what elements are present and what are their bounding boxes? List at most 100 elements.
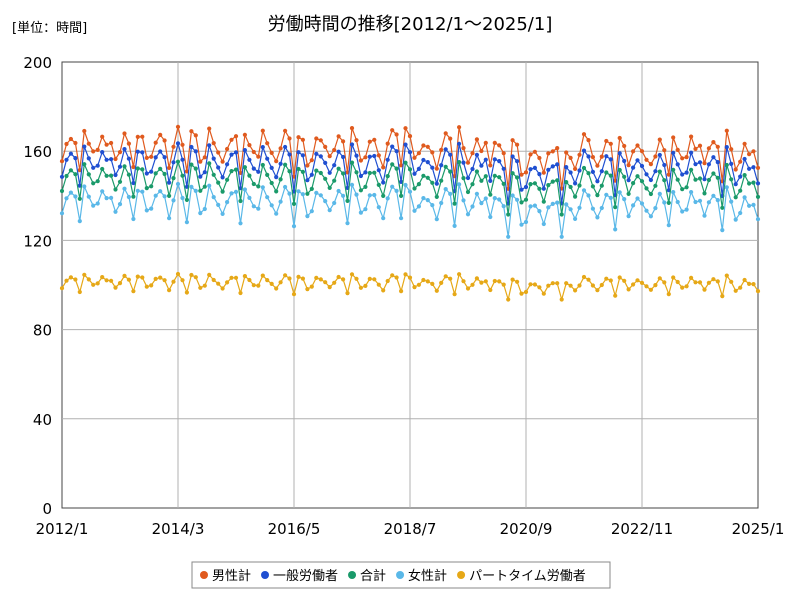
- data-point: [309, 284, 314, 289]
- data-point: [515, 175, 520, 180]
- data-point: [233, 150, 239, 155]
- data-point: [474, 137, 479, 142]
- data-point: [697, 198, 703, 203]
- data-point: [604, 192, 609, 197]
- data-point: [117, 164, 123, 169]
- data-point: [421, 173, 426, 178]
- data-point: [457, 141, 462, 146]
- data-point: [465, 175, 471, 181]
- data-point: [573, 194, 578, 199]
- data-point: [465, 160, 471, 165]
- data-point: [158, 149, 163, 154]
- data-point: [564, 165, 569, 170]
- data-point: [318, 138, 323, 143]
- data-point: [501, 282, 506, 287]
- data-point: [126, 172, 131, 177]
- data-point: [68, 168, 73, 173]
- data-point: [595, 163, 600, 168]
- data-point: [381, 288, 386, 293]
- data-point: [747, 152, 752, 157]
- data-point: [528, 282, 533, 287]
- data-point: [394, 132, 399, 137]
- data-point: [711, 193, 716, 198]
- data-point: [122, 147, 127, 152]
- data-point: [479, 280, 484, 285]
- data-point: [689, 190, 694, 195]
- data-point: [184, 290, 189, 295]
- data-point: [64, 196, 69, 201]
- data-point: [439, 200, 444, 206]
- data-point: [546, 183, 551, 188]
- data-point: [702, 213, 707, 218]
- data-point: [149, 169, 154, 174]
- data-point: [501, 166, 506, 171]
- data-point: [577, 205, 582, 210]
- data-point: [425, 144, 430, 149]
- data-point: [140, 275, 145, 280]
- data-point: [117, 150, 123, 155]
- data-point: [167, 165, 172, 170]
- data-point: [135, 149, 140, 154]
- data-point: [180, 173, 185, 178]
- data-point: [604, 138, 609, 144]
- data-point: [452, 223, 457, 228]
- data-point: [461, 146, 466, 151]
- data-point: [59, 211, 65, 216]
- data-point: [91, 149, 96, 154]
- data-point: [131, 180, 136, 186]
- data-point: [648, 214, 654, 219]
- data-point: [193, 149, 198, 154]
- data-point: [358, 188, 363, 193]
- data-point: [448, 276, 453, 281]
- data-point: [412, 285, 417, 290]
- data-point: [430, 150, 435, 155]
- data-point: [296, 274, 301, 279]
- y-tick-label: 120: [23, 232, 52, 250]
- data-point: [479, 178, 484, 183]
- data-point: [283, 144, 288, 150]
- data-point: [229, 137, 234, 142]
- data-point: [82, 144, 87, 149]
- data-point: [577, 283, 582, 288]
- data-point: [287, 191, 292, 196]
- data-point: [724, 162, 729, 168]
- data-point: [675, 147, 680, 152]
- data-point: [590, 206, 596, 211]
- data-point: [140, 167, 145, 172]
- data-point: [372, 192, 377, 198]
- data-point: [666, 200, 671, 205]
- data-point: [416, 282, 421, 287]
- data-point: [318, 154, 323, 159]
- data-point: [291, 201, 297, 206]
- legend-marker: [457, 571, 466, 579]
- data-point: [220, 175, 225, 180]
- data-point: [671, 190, 676, 195]
- data-point: [470, 182, 475, 187]
- data-point: [113, 209, 118, 214]
- data-point: [599, 183, 604, 188]
- data-point: [376, 153, 381, 158]
- data-point: [207, 183, 212, 188]
- x-tick-label: 2025/1: [732, 520, 785, 538]
- data-point: [443, 131, 448, 136]
- data-point: [617, 151, 622, 156]
- data-point: [265, 278, 270, 283]
- data-point: [269, 150, 274, 155]
- data-point: [126, 194, 131, 200]
- legend-marker: [396, 571, 405, 579]
- data-point: [216, 150, 221, 155]
- data-point: [68, 190, 73, 195]
- data-point: [439, 163, 444, 168]
- data-point: [367, 170, 372, 176]
- data-point: [247, 173, 252, 178]
- data-point: [653, 169, 658, 174]
- data-point: [448, 191, 453, 196]
- data-point: [604, 170, 609, 175]
- data-point: [341, 154, 346, 160]
- data-point: [314, 275, 319, 280]
- data-point: [117, 202, 123, 207]
- data-point: [100, 134, 105, 139]
- data-point: [238, 290, 243, 296]
- data-point: [515, 279, 520, 284]
- data-point: [729, 177, 734, 182]
